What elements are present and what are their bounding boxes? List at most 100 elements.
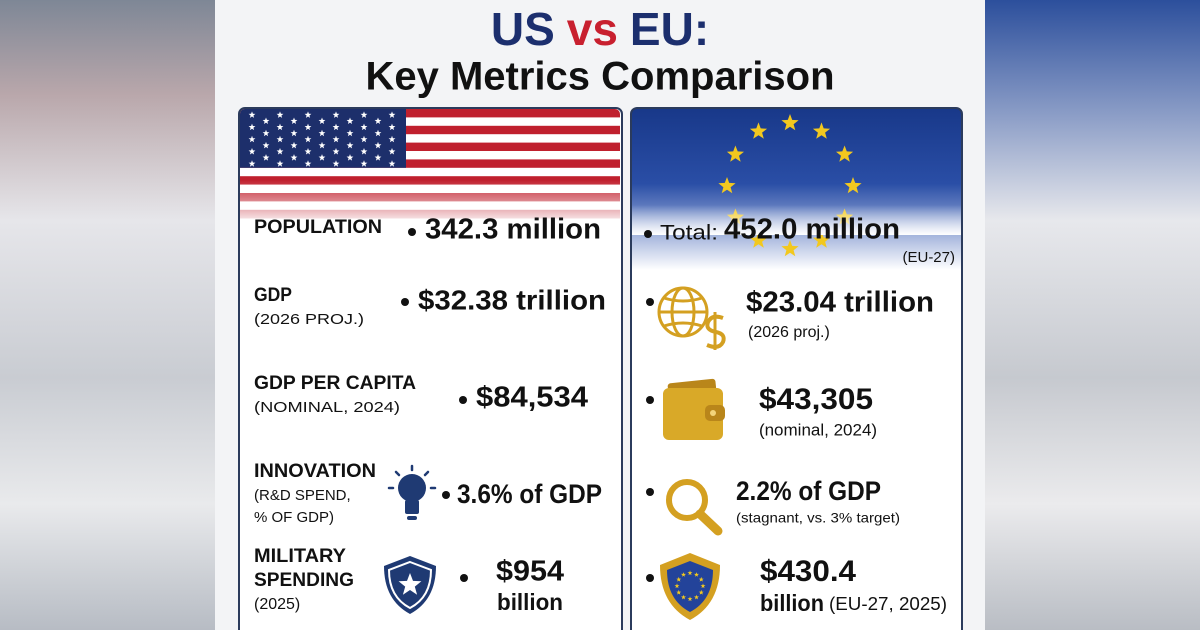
eu-military-text: billion	[760, 590, 824, 616]
flag-star	[248, 160, 256, 167]
eu-star	[844, 177, 862, 194]
title-us: US	[491, 3, 555, 55]
flag-star	[374, 154, 382, 161]
flag-star	[332, 160, 340, 167]
flag-star	[304, 111, 312, 118]
flag-star	[304, 123, 312, 131]
flag-star	[346, 129, 354, 137]
eu-flag-fade	[632, 205, 961, 235]
flag-stripe	[240, 117, 620, 127]
eu-star	[718, 177, 736, 194]
us-innovation-text: % OF GDP)	[254, 509, 334, 526]
shield-star	[694, 572, 699, 577]
us-card	[238, 107, 623, 630]
flag-star	[290, 129, 298, 137]
flag-star	[318, 117, 326, 124]
us-military-text: SPENDING	[254, 570, 354, 591]
eu-innovation-text: 2.2% of GDP	[736, 476, 881, 506]
us-military-text: (2025)	[254, 596, 300, 613]
flag-star	[276, 148, 284, 155]
shield-star	[694, 594, 699, 600]
bullet	[646, 574, 654, 582]
eu-population-text: Total:	[660, 222, 718, 245]
eu-population-text: 452.0 million	[724, 214, 900, 246]
flag-star	[248, 123, 256, 131]
flag-star	[346, 141, 354, 149]
eu-innovation-text: (stagnant, vs. 3% target)	[736, 510, 900, 526]
us-gdp-text: GDP	[254, 285, 292, 306]
background-right	[985, 0, 1200, 630]
flag-star	[346, 154, 354, 161]
us-population-text: POPULATION	[254, 217, 382, 238]
flag-star	[388, 123, 396, 131]
flag-star	[304, 160, 312, 167]
flag-star	[276, 123, 284, 131]
us-gdp-per-capita-text: $84,534	[476, 382, 588, 414]
flag-star	[262, 117, 270, 124]
flag-star	[374, 141, 382, 149]
wallet-icon	[663, 378, 725, 440]
flag-star	[360, 160, 368, 167]
us-population-text: 342.3 million	[425, 214, 601, 246]
flag-star	[318, 154, 326, 161]
bullet	[442, 491, 450, 499]
shield-star	[700, 583, 706, 589]
eu-star	[781, 240, 799, 257]
eu-star	[726, 145, 744, 162]
us-shield-icon	[384, 556, 436, 614]
eu-gdp-text: $23.04 trillion	[746, 287, 934, 319]
flag-star	[318, 129, 326, 137]
flag-star	[360, 123, 368, 131]
eu-star	[812, 122, 831, 139]
bullet	[646, 396, 654, 404]
eu-gdp-text: (2026 proj.)	[748, 324, 830, 341]
flag-stripe	[240, 142, 620, 152]
flag-stripe	[240, 151, 620, 160]
magnifier-icon	[666, 479, 723, 536]
us-innovation-text: INNOVATION	[254, 461, 376, 482]
flag-star	[388, 148, 396, 155]
shield-star	[676, 589, 682, 595]
flag-star	[248, 148, 256, 155]
us-flag-fade	[240, 180, 620, 225]
flag-star	[360, 135, 368, 143]
shield-star	[698, 589, 704, 595]
flag-star	[360, 148, 368, 155]
lightbulb-icon	[387, 464, 437, 520]
flag-star	[248, 135, 256, 143]
flag-star	[388, 135, 396, 143]
eu-population-text: (EU-27)	[902, 249, 955, 266]
shield-star	[698, 576, 704, 582]
flag-stripe	[240, 167, 620, 177]
eu-star	[781, 114, 799, 131]
flag-star	[374, 129, 382, 137]
us-innovation-text: 3.6% of GDP	[457, 479, 602, 509]
flag-stripe	[240, 109, 620, 118]
bullet	[408, 228, 416, 236]
flag-star	[360, 111, 368, 118]
flag-star	[248, 111, 256, 118]
eu-star	[836, 145, 854, 162]
eu-card	[630, 107, 963, 630]
us-gdp-per-capita-text: GDP PER CAPITA	[254, 373, 416, 394]
shield-star	[676, 576, 682, 582]
flag-star	[262, 154, 270, 161]
bullet	[460, 574, 468, 582]
globe-dollar-icon	[657, 286, 726, 350]
eu-star	[749, 122, 768, 139]
flag-star	[346, 117, 354, 124]
subtitle: Key Metrics Comparison	[365, 55, 834, 99]
flag-star	[318, 141, 326, 149]
flag-stripe	[240, 159, 620, 169]
us-military-text: $954	[496, 556, 564, 588]
eu-military-text: $430.4	[760, 555, 856, 588]
eu-shield-icon	[660, 553, 720, 620]
us-gdp-text: $32.38 trillion	[418, 284, 606, 315]
flag-star	[332, 111, 340, 118]
us-gdp-per-capita-text: (NOMINAL, 2024)	[254, 399, 400, 416]
flag-star	[388, 160, 396, 167]
flag-star	[332, 135, 340, 143]
shield-star	[681, 572, 686, 577]
flag-star	[388, 111, 396, 118]
